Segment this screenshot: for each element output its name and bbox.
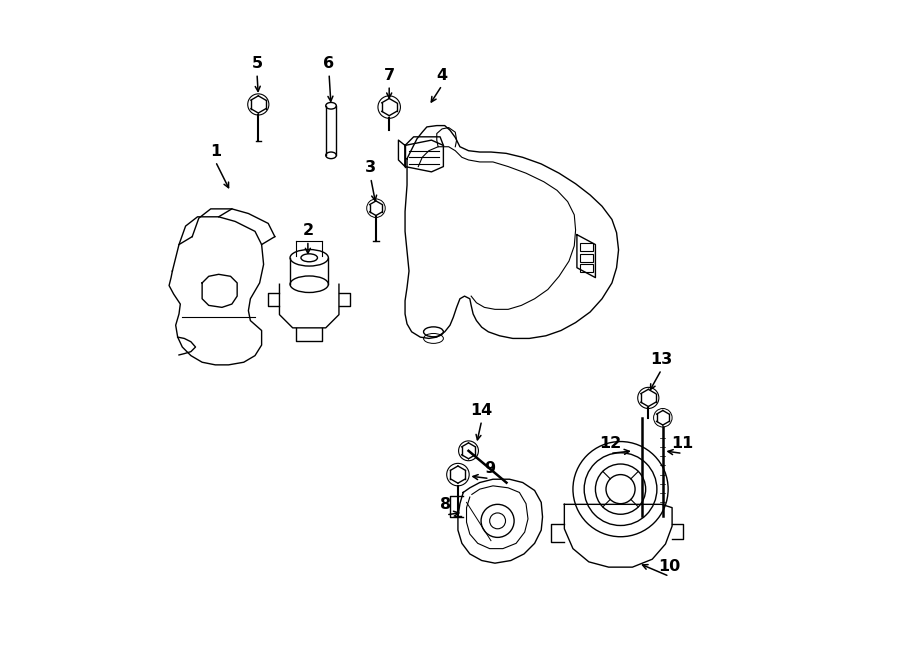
Text: 4: 4 bbox=[436, 67, 447, 83]
Text: 10: 10 bbox=[658, 559, 680, 574]
Text: 7: 7 bbox=[383, 67, 395, 83]
Text: 6: 6 bbox=[323, 56, 335, 71]
Text: 1: 1 bbox=[210, 143, 220, 159]
Text: 8: 8 bbox=[440, 497, 452, 512]
Text: 5: 5 bbox=[251, 56, 263, 71]
Text: 14: 14 bbox=[471, 403, 493, 418]
Text: 13: 13 bbox=[651, 352, 672, 367]
Text: 9: 9 bbox=[484, 461, 495, 476]
Bar bbox=[580, 254, 593, 262]
Text: 2: 2 bbox=[302, 223, 313, 238]
Bar bbox=[580, 264, 593, 272]
Text: 11: 11 bbox=[671, 436, 694, 451]
Text: 12: 12 bbox=[598, 436, 621, 451]
Text: 3: 3 bbox=[365, 160, 376, 175]
Bar bbox=[580, 243, 593, 251]
